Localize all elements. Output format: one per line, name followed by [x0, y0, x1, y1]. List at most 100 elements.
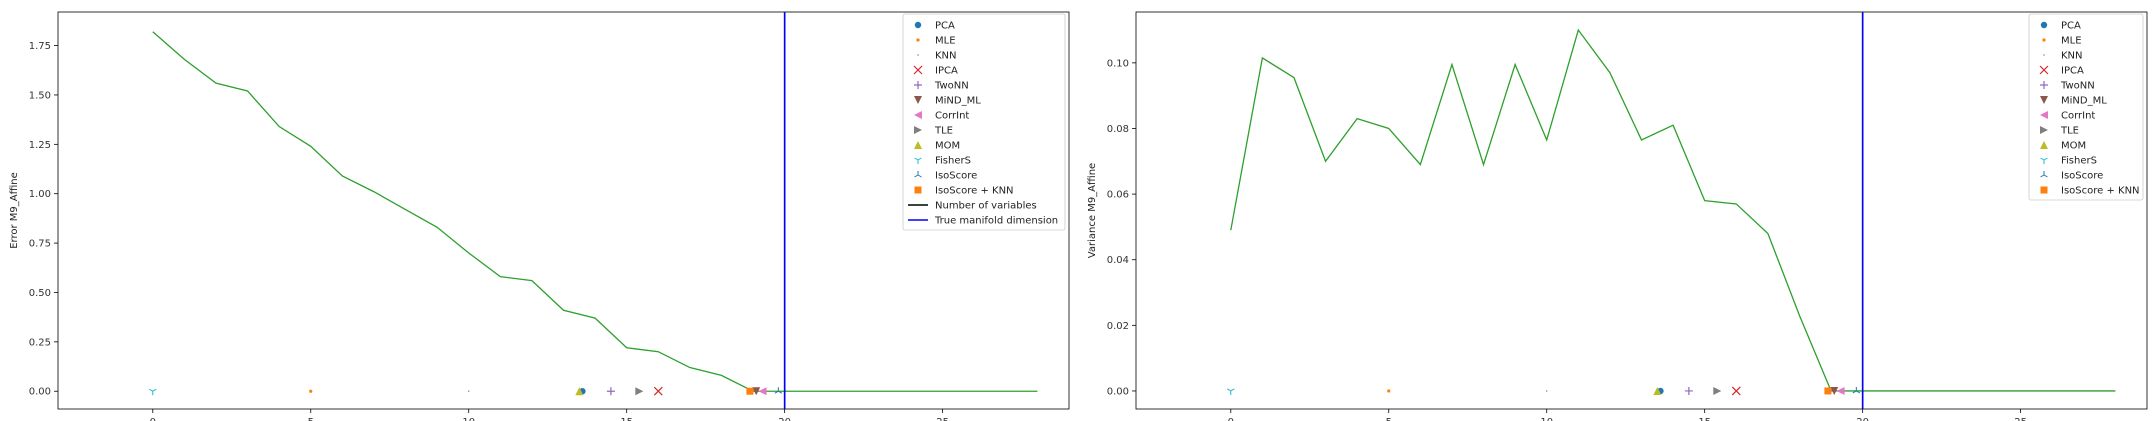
y-tick-label: 1.25: [29, 140, 51, 151]
twonn-marker: [1684, 386, 1693, 395]
ipca-marker: [653, 386, 663, 396]
tle-marker: [635, 387, 644, 396]
legend-mind-ml-marker: [2040, 96, 2048, 104]
legend-tle-label: TLE: [934, 126, 953, 137]
legend-isoscore-marker: [914, 171, 922, 178]
legend-corrint-label: CorrInt: [2061, 111, 2095, 122]
knn-marker: [1546, 390, 1548, 392]
legend-isoscore-marker: [2040, 171, 2048, 178]
legend-number-of-variables-label: Number of variables: [935, 201, 1037, 212]
y-tick-label: 0.04: [1107, 255, 1129, 266]
isoscore-marker: [1852, 386, 1861, 394]
twonn-marker: [606, 387, 615, 396]
plot-area: [149, 12, 1038, 409]
mind-ml-marker: [1830, 386, 1839, 395]
legend-tle-marker: [2040, 126, 2048, 134]
y-axis-title: Error M9_Affine: [9, 172, 20, 249]
error-curve-line: [1230, 28, 2116, 392]
legend-mle-label: MLE: [2061, 36, 2082, 47]
legend-box: [902, 13, 1066, 231]
error-curve-line: [152, 31, 1038, 392]
legend-isoscore-knn-marker: [2040, 186, 2048, 194]
legend: PCA MLE KNN IPCA TwoNN MiND_ML CorrInt TLE MOM Fi…: [2028, 13, 2144, 201]
legend-ipca-marker: [2039, 65, 2049, 75]
legend-isoscore-knn-label: IsoScore + KNN: [2061, 186, 2140, 197]
y-axis-title: Variance M9_Affine: [1087, 163, 1098, 258]
y-tick-label: 0.00: [29, 387, 51, 398]
legend-twonn-label: TwoNN: [934, 81, 969, 92]
mom-marker: [575, 387, 584, 396]
legend-knn-label: KNN: [935, 51, 957, 62]
legend-tle-label: TLE: [2060, 126, 2079, 137]
y-tick-label: 0.25: [29, 337, 51, 348]
legend-corrint-marker: [2040, 111, 2048, 119]
legend-fishers-label: FisherS: [2061, 156, 2097, 167]
legend-mle-marker: [916, 38, 920, 42]
legend-ipca-label: IPCA: [935, 66, 958, 77]
y-tick-label: 1.75: [29, 41, 51, 52]
legend-mom-label: MOM: [935, 141, 960, 152]
isoscore-knn-marker: [746, 387, 754, 395]
mind-ml-marker: [752, 387, 761, 396]
legend-mom-label: MOM: [2061, 141, 2086, 152]
mom-marker: [1653, 386, 1662, 395]
legend-pca-marker: [2040, 21, 2048, 29]
legend-knn-label: KNN: [2061, 51, 2083, 62]
chart-panel-1: 0 5 10 15 20 25 0.00 0.25 0.50 0.75 1.00 1.25 1.50 1.…: [9, 11, 1070, 421]
legend-isoscore-label: IsoScore: [935, 171, 977, 182]
legend-corrint-label: CorrInt: [935, 111, 969, 122]
x-tick-label: 25: [2014, 417, 2027, 421]
axes-frame: [1135, 11, 2148, 410]
legend-mind-ml-label: MiND_ML: [935, 96, 981, 107]
y-tick-label: 0.50: [29, 288, 51, 299]
axes-frame: [57, 11, 1070, 410]
legend-pca-label: PCA: [935, 21, 955, 32]
x-tick-label: 10: [462, 417, 475, 421]
mle-marker: [309, 389, 313, 393]
x-tick-label: 25: [936, 417, 949, 421]
x-tick-label: 20: [778, 417, 791, 421]
plot-area: [1227, 12, 2116, 409]
y-tick-label: 1.00: [29, 189, 51, 200]
legend-knn-marker: [917, 54, 919, 56]
ipca-marker: [1731, 386, 1741, 396]
legend-knn-marker: [2043, 54, 2045, 56]
y-tick-label: 0.00: [1107, 386, 1129, 397]
legend-isoscore-label: IsoScore: [2061, 171, 2103, 182]
fishers-marker: [1227, 388, 1235, 395]
corrint-marker: [758, 387, 767, 396]
x-tick-label: 15: [620, 417, 633, 421]
legend-mom-marker: [914, 141, 922, 149]
legend-fishers-marker: [914, 157, 922, 164]
mle-marker: [1387, 389, 1391, 393]
legend-twonn-label: TwoNN: [2060, 81, 2095, 92]
legend-mom-marker: [2040, 141, 2048, 149]
legend-box: [2028, 13, 2144, 201]
legend-ipca-label: IPCA: [2061, 66, 2084, 77]
fishers-marker: [149, 388, 157, 396]
legend-fishers-label: FisherS: [935, 156, 971, 167]
legend-corrint-marker: [914, 111, 922, 119]
legend-true-manifold-dimension-label: True manifold dimension: [934, 216, 1058, 227]
x-tick-label: 20: [1856, 417, 1869, 421]
isoscore-marker: [774, 387, 783, 394]
legend-mle-label: MLE: [935, 36, 956, 47]
legend-twonn-marker: [914, 81, 922, 89]
legend-fishers-marker: [2040, 157, 2048, 164]
legend-isoscore-knn-label: IsoScore + KNN: [935, 186, 1014, 197]
x-tick-label: 0: [1228, 417, 1234, 421]
x-tick-label: 5: [308, 417, 314, 421]
legend-ipca-marker: [913, 65, 923, 75]
legend-isoscore-knn-marker: [914, 186, 922, 194]
x-tick-label: 10: [1540, 417, 1553, 421]
x-tick-label: 5: [1386, 417, 1392, 421]
legend-pca-label: PCA: [2061, 21, 2081, 32]
knn-marker: [468, 390, 470, 392]
corrint-marker: [1836, 386, 1845, 395]
tle-marker: [1713, 386, 1722, 395]
y-tick-label: 0.75: [29, 239, 51, 250]
y-tick-label: 1.50: [29, 90, 51, 101]
legend: PCA MLE KNN IPCA TwoNN MiND_ML CorrInt TLE MOM Fi…: [902, 13, 1066, 231]
legend-tle-marker: [914, 126, 922, 134]
